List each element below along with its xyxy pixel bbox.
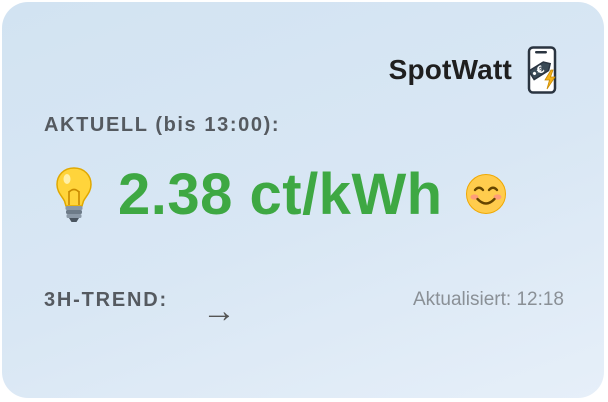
brand-name: SpotWatt (388, 54, 512, 85)
phone-euro-lightning-icon: € (527, 46, 557, 94)
current-price-label: AKTUELL (bis 13:00): (44, 114, 281, 136)
right-arrow-icon: → (202, 292, 236, 330)
last-updated-text: Aktualisiert: 12:18 (412, 289, 564, 310)
current-price-value: 2.38 ct/kWh (118, 161, 443, 227)
lightbulb-icon (56, 167, 92, 222)
spotwatt-widget[interactable]: SpotWatt € AKTUELL (bis 13:00): 2.38 ct/… (2, 2, 604, 398)
smiling-face-icon (465, 174, 506, 214)
trend-label: 3H-TREND: (44, 289, 168, 311)
brand-header: SpotWatt € (389, 46, 560, 94)
current-price-row: 2.38 ct/kWh (54, 154, 507, 234)
